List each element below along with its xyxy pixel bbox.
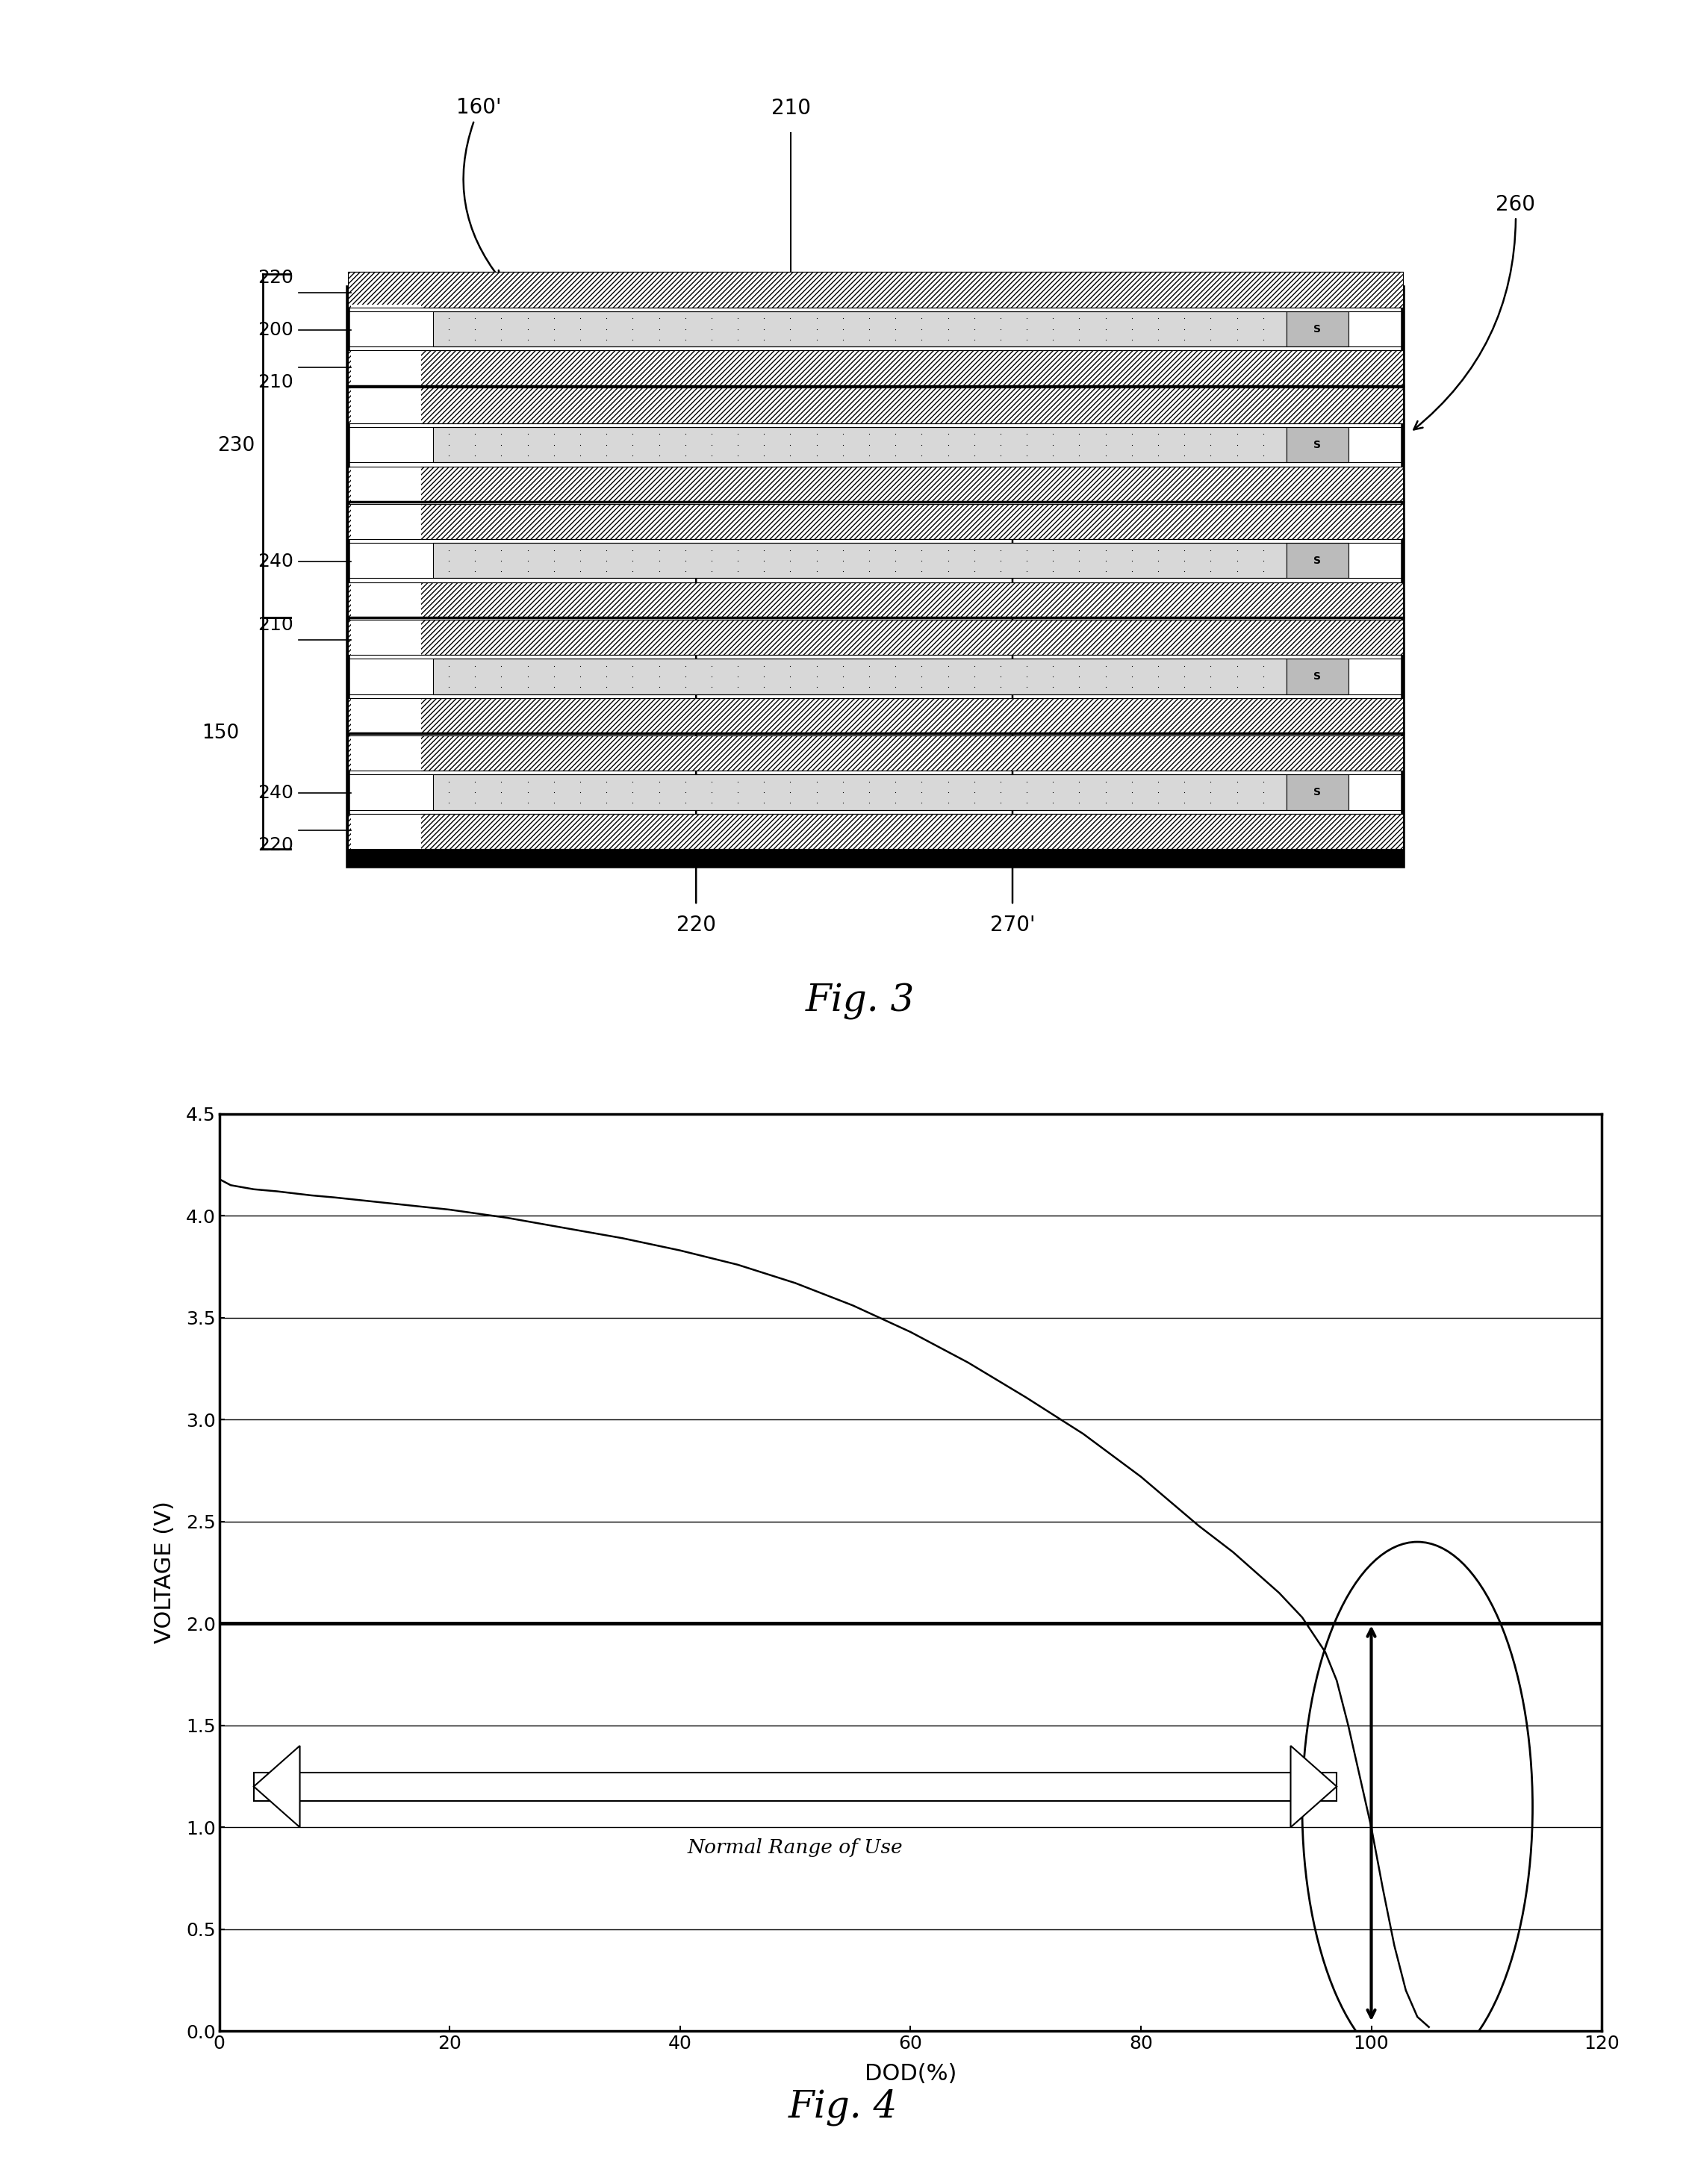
Text: 210: 210 xyxy=(258,616,293,633)
Text: Fig. 3: Fig. 3 xyxy=(806,983,914,1020)
Text: 220: 220 xyxy=(258,269,293,286)
Bar xyxy=(1286,775,1349,810)
Text: 260: 260 xyxy=(1415,194,1536,430)
Text: 220: 220 xyxy=(258,836,293,854)
Bar xyxy=(347,389,1403,424)
Text: 240: 240 xyxy=(258,553,293,570)
Text: 220: 220 xyxy=(676,915,717,935)
Bar xyxy=(347,349,1403,387)
Bar xyxy=(1286,428,1349,463)
Bar xyxy=(347,467,1403,502)
Bar xyxy=(433,428,1286,463)
Text: Fig. 4: Fig. 4 xyxy=(789,2090,897,2125)
Bar xyxy=(253,1771,1337,1802)
Text: 270': 270' xyxy=(990,915,1035,935)
Bar xyxy=(347,620,1403,655)
X-axis label: DOD(%): DOD(%) xyxy=(865,2064,956,2086)
Bar xyxy=(351,306,422,850)
Polygon shape xyxy=(253,1745,300,1828)
Polygon shape xyxy=(1291,1745,1337,1828)
Bar xyxy=(347,699,1403,734)
Bar xyxy=(347,815,1403,850)
Text: Normal Range of Use: Normal Range of Use xyxy=(688,1839,904,1856)
Bar xyxy=(433,312,1286,347)
Text: 160': 160' xyxy=(457,98,502,280)
Bar xyxy=(433,544,1286,579)
Bar xyxy=(347,288,1403,306)
Text: 150: 150 xyxy=(202,723,239,743)
Y-axis label: VOLTAGE (V): VOLTAGE (V) xyxy=(153,1500,175,1645)
Text: 240: 240 xyxy=(258,784,293,802)
Bar xyxy=(1286,660,1349,695)
Text: 200: 200 xyxy=(258,321,293,339)
Bar xyxy=(347,736,1403,771)
Bar xyxy=(1286,544,1349,579)
Text: S: S xyxy=(1313,439,1322,450)
Text: S: S xyxy=(1313,670,1322,681)
Bar xyxy=(433,775,1286,810)
Bar xyxy=(1286,312,1349,347)
Bar xyxy=(433,660,1286,695)
Text: S: S xyxy=(1313,323,1322,334)
Text: S: S xyxy=(1313,555,1322,566)
Text: 230: 230 xyxy=(217,437,255,456)
Bar xyxy=(347,288,1403,867)
Bar xyxy=(347,273,1403,308)
Bar xyxy=(347,850,1403,867)
Text: 210: 210 xyxy=(771,98,811,118)
Bar xyxy=(347,583,1403,618)
Text: S: S xyxy=(1313,786,1322,797)
Text: 210: 210 xyxy=(258,373,293,391)
Bar xyxy=(347,505,1403,539)
